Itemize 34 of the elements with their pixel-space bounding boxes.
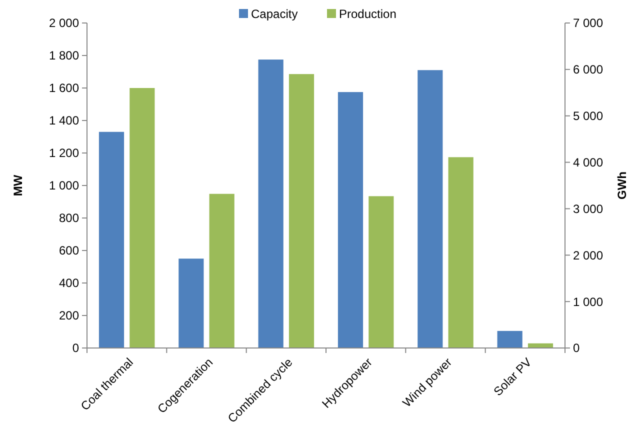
y-tick-label: 1 800: [48, 48, 80, 63]
bar: [98, 132, 124, 348]
y-axis-title: MW: [11, 174, 25, 196]
y-tick-label: 2 000: [48, 16, 80, 30]
y2-tick-label: 3 000: [573, 202, 604, 216]
y-tick-label: 400: [58, 276, 80, 290]
y2-axis-title: GWh: [615, 172, 629, 200]
y-tick-label: 200: [58, 308, 80, 323]
bar: [178, 258, 204, 348]
bar: [130, 88, 155, 348]
y-tick-label: 1 000: [48, 178, 80, 193]
bar: [288, 74, 314, 348]
y-tick-label: 800: [58, 211, 80, 226]
bar: [418, 70, 443, 348]
y2-tick-label: 4 000: [573, 155, 604, 170]
y-tick-label: 1 600: [48, 81, 80, 96]
bar: [368, 196, 394, 348]
bar: [209, 194, 234, 348]
bar: [258, 60, 284, 348]
y-tick-label: 1 200: [48, 146, 80, 160]
y2-tick-label: 2 000: [573, 248, 604, 262]
bar: [338, 92, 364, 348]
y-tick-label: 600: [58, 244, 80, 258]
legend-label: Production: [339, 7, 396, 22]
y2-tick-label: 0: [573, 341, 580, 356]
bar: [497, 330, 522, 348]
y2-tick-label: 7 000: [573, 16, 604, 30]
y-tick-label: 1 400: [48, 114, 80, 128]
y2-tick-label: 1 000: [573, 294, 604, 309]
y2-tick-label: 5 000: [573, 109, 604, 124]
bar: [448, 157, 474, 348]
y-tick-label: 0: [72, 341, 80, 356]
legend-label: Capacity: [251, 7, 298, 22]
y2-tick-label: 6 000: [573, 62, 604, 77]
